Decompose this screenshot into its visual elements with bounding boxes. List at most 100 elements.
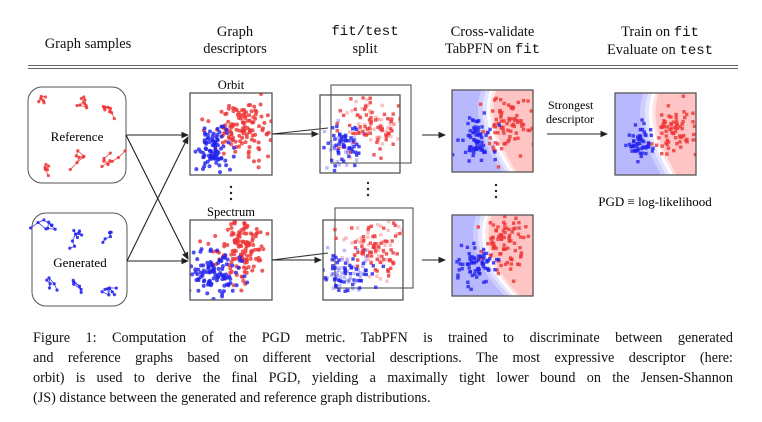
reference-point (390, 239, 394, 243)
reference-point (367, 250, 372, 255)
generated-point (337, 150, 341, 155)
reference-point (376, 125, 380, 130)
header-train-fit: fit (673, 25, 699, 41)
generated-point (342, 248, 347, 253)
reference-point (366, 253, 370, 258)
reference-graph-node (102, 156, 106, 161)
generated-point (212, 156, 217, 161)
generated-point (644, 133, 648, 138)
generated-point (220, 294, 225, 299)
reference-point (232, 221, 237, 226)
reference-point (340, 144, 344, 149)
generated-point (488, 127, 492, 132)
generated-point (351, 257, 355, 261)
reference-graph-node (82, 101, 86, 105)
reference-point (249, 250, 254, 255)
reference-point (680, 126, 684, 131)
generated-graph-node (101, 240, 105, 244)
reference-point (511, 279, 516, 283)
reference-point (234, 108, 239, 113)
reference-graph-node (103, 105, 107, 109)
generated-point (207, 140, 212, 145)
generated-point (481, 264, 486, 269)
generated-point (342, 280, 346, 284)
generated-point (326, 141, 330, 145)
generated-point (486, 130, 490, 135)
generated-point (190, 272, 195, 277)
reference-point (240, 239, 245, 244)
reference-point (368, 96, 372, 100)
generated-point (211, 276, 216, 281)
reference-point (390, 117, 394, 121)
generated-point (356, 278, 360, 283)
reference-point (206, 241, 211, 246)
generated-point (339, 135, 344, 139)
reference-point (518, 246, 522, 250)
reference-point (515, 118, 520, 123)
reference-point (265, 131, 270, 136)
generated-point (640, 127, 645, 132)
generated-point (461, 138, 465, 142)
generated-point (347, 146, 351, 151)
reference-point (691, 111, 695, 115)
reference-point (502, 220, 506, 225)
generated-point (642, 146, 646, 150)
reference-graph-node (39, 94, 43, 98)
generated-graph-node (48, 282, 52, 286)
reference-point (246, 265, 251, 270)
generated-graphs (29, 218, 118, 297)
reference-point (503, 262, 508, 267)
reference-point (494, 228, 498, 232)
generated-point (333, 137, 337, 141)
orbit-scatter-points (193, 93, 272, 175)
generated-point (344, 133, 348, 138)
reference-point (509, 129, 513, 133)
reference-point (373, 268, 378, 272)
reference-point (247, 127, 252, 132)
reference-point (229, 222, 234, 227)
reference-point (478, 102, 483, 106)
reference-point (376, 135, 380, 140)
generated-point (210, 134, 215, 139)
reference-point (666, 104, 671, 108)
generated-point (202, 130, 207, 135)
generated-point (357, 144, 361, 149)
reference-point (240, 135, 245, 140)
reference-point (502, 243, 506, 247)
header-train-text: Train on (621, 24, 674, 40)
reference-point (365, 98, 369, 102)
reference-point (231, 106, 236, 111)
reference-point (685, 140, 689, 144)
reference-point (229, 122, 234, 127)
reference-point (691, 138, 695, 142)
generated-point (472, 261, 477, 265)
generated-graph-node (52, 282, 56, 286)
generated-point (632, 139, 636, 143)
reference-point (674, 125, 678, 129)
reference-point (513, 226, 517, 230)
reference-point (237, 128, 242, 133)
reference-graph-node (100, 164, 104, 169)
reference-point (508, 267, 513, 271)
reference-point (236, 233, 241, 238)
generated-point (354, 127, 359, 132)
reference-point (507, 116, 511, 121)
reference-point (487, 141, 492, 146)
generated-point (329, 158, 334, 163)
reference-point (513, 137, 517, 141)
reference-point (223, 112, 228, 117)
reference-point (518, 235, 523, 239)
reference-point (392, 122, 396, 127)
reference-point (519, 255, 523, 259)
header-rule-bottom (28, 68, 738, 69)
generated-point (207, 164, 212, 169)
generated-point (478, 144, 483, 148)
reference-point (691, 120, 695, 124)
reference-point (244, 225, 249, 230)
reference-point (678, 135, 683, 140)
reference-point (265, 231, 270, 236)
reference-point (225, 227, 230, 232)
generated-point (201, 166, 206, 171)
split-spectrum-points (323, 220, 403, 293)
reference-point (353, 240, 358, 244)
